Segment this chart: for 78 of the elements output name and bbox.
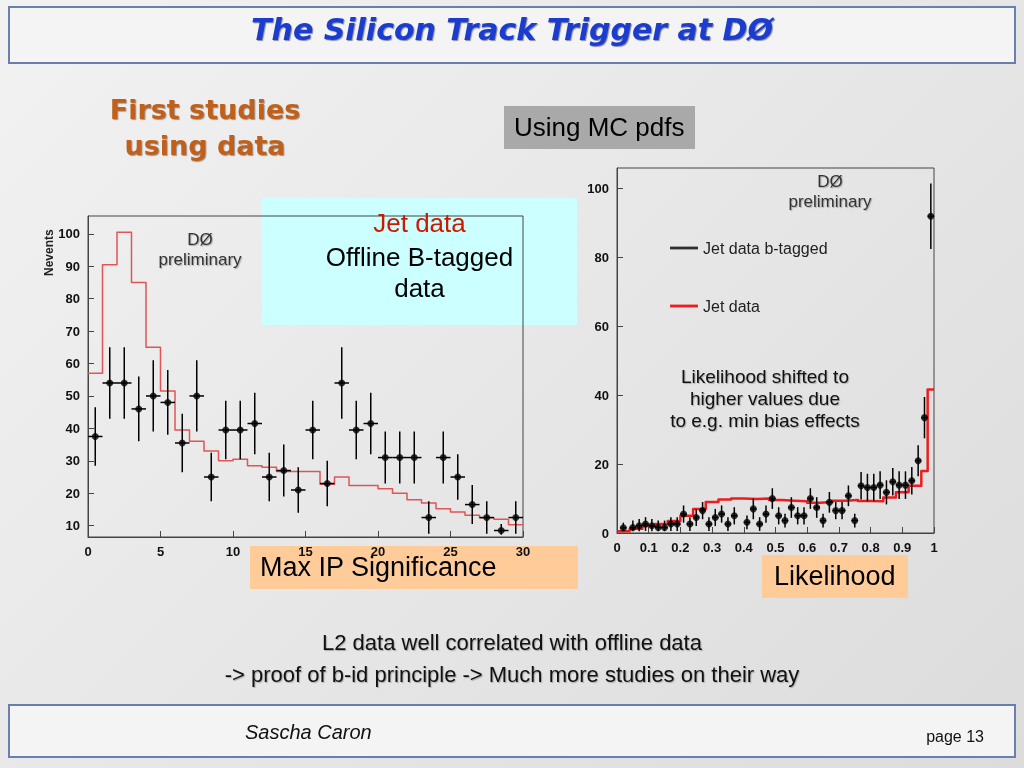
legend-label: Jet data b-tagged bbox=[703, 239, 828, 257]
y-tick-label: 80 bbox=[65, 291, 80, 307]
y-tick-label: 100 bbox=[58, 226, 80, 242]
point bbox=[396, 454, 404, 462]
point bbox=[294, 486, 302, 494]
point bbox=[381, 454, 389, 462]
y-tick-label: 50 bbox=[65, 388, 80, 404]
y-tick-label: 30 bbox=[65, 453, 80, 469]
text: -> proof of b-id principle -> Much more studies on their way bbox=[223, 662, 801, 688]
point bbox=[164, 398, 172, 406]
y-tick-label: 20 bbox=[65, 485, 80, 501]
x-tick-label: 0.8 bbox=[861, 540, 880, 555]
chart-title: Using MC pdfs bbox=[504, 106, 695, 149]
y-tick-label: 100 bbox=[587, 181, 609, 197]
point bbox=[236, 426, 244, 434]
x-tick-label: 0.2 bbox=[671, 540, 690, 555]
y-tick-label: 20 bbox=[594, 456, 609, 472]
chart-title: The Silicon Track Trigger at DØ bbox=[250, 12, 775, 47]
y-tick-label: 10 bbox=[65, 518, 80, 534]
x-tick-label: 0.4 bbox=[734, 540, 754, 555]
point bbox=[512, 514, 520, 522]
x-tick-label: 5 bbox=[156, 544, 165, 559]
annotation: DØ preliminary bbox=[787, 172, 873, 212]
point bbox=[106, 379, 114, 387]
point bbox=[497, 527, 505, 535]
annotation: DØ preliminary bbox=[157, 230, 243, 270]
y-tick-label: 80 bbox=[594, 250, 609, 266]
point bbox=[410, 454, 418, 462]
x-tick-label: 25 bbox=[443, 544, 458, 559]
annotation: Offline B-tagged data bbox=[324, 242, 515, 304]
point bbox=[251, 420, 259, 428]
x-tick-label: 0 bbox=[84, 544, 92, 559]
y-tick-label: 60 bbox=[594, 318, 609, 334]
x-tick-label: 1 bbox=[930, 540, 938, 555]
y-tick-label: 90 bbox=[65, 258, 80, 274]
annotation: Jet data bbox=[372, 208, 467, 239]
chart-subtitle: First studies using data bbox=[108, 93, 302, 164]
point bbox=[439, 454, 447, 462]
y-axis-title: Nevents bbox=[42, 229, 56, 276]
y-tick-label: 0 bbox=[601, 525, 609, 541]
point bbox=[309, 426, 317, 434]
point bbox=[280, 467, 288, 475]
point bbox=[454, 473, 462, 481]
x-tick-label: 0.5 bbox=[766, 540, 785, 555]
point bbox=[193, 392, 201, 400]
point bbox=[425, 514, 433, 522]
x-tick-label: 0.7 bbox=[829, 540, 848, 555]
point bbox=[352, 426, 360, 434]
point bbox=[338, 379, 346, 387]
point bbox=[135, 405, 143, 413]
x-tick-label: 10 bbox=[225, 544, 241, 559]
point bbox=[207, 473, 215, 481]
point bbox=[222, 426, 230, 434]
point bbox=[483, 514, 491, 522]
x-tick-label: 0.1 bbox=[639, 540, 658, 555]
text: Sascha Caron bbox=[245, 721, 372, 744]
point bbox=[367, 420, 375, 428]
x-tick-label: 0.3 bbox=[703, 540, 722, 555]
x-tick-label: 0.9 bbox=[893, 540, 912, 555]
point bbox=[149, 392, 157, 400]
point bbox=[468, 501, 476, 509]
x-tick-label: 0.6 bbox=[798, 540, 817, 555]
point bbox=[91, 432, 99, 440]
annotation: Likelihood shifted to higher values due to e.g. min bias effects bbox=[669, 366, 861, 432]
y-tick-label: 60 bbox=[65, 356, 80, 372]
x-axis-title: Likelihood bbox=[762, 555, 908, 598]
point bbox=[120, 379, 128, 387]
legend-label: Jet data bbox=[703, 297, 761, 315]
text: L2 data well correlated with offline data bbox=[321, 630, 703, 656]
y-tick-label: 40 bbox=[65, 420, 80, 436]
y-tick-label: 70 bbox=[65, 323, 80, 339]
text: page 13 bbox=[926, 728, 984, 746]
point bbox=[265, 473, 273, 481]
x-tick-label: 0 bbox=[613, 540, 621, 555]
point bbox=[323, 480, 331, 487]
y-tick-label: 40 bbox=[594, 387, 609, 403]
x-tick-label: 30 bbox=[515, 544, 531, 559]
point bbox=[178, 439, 186, 447]
